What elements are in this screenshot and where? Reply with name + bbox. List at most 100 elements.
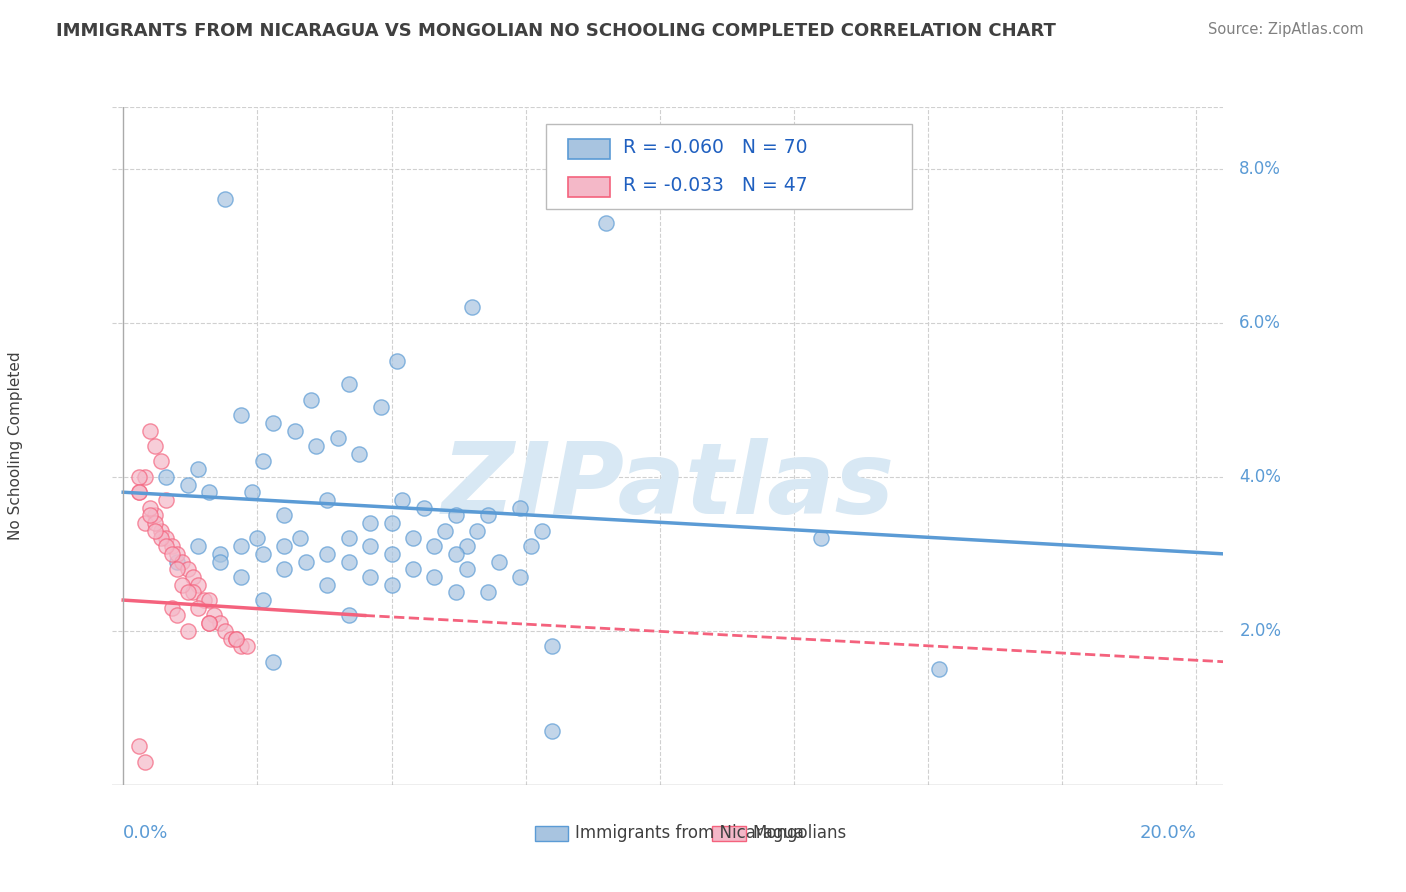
Point [509,570,531,584]
Point [198,616,221,631]
Point [172,555,194,569]
Point [134,516,156,530]
Point [349,447,371,461]
FancyBboxPatch shape [546,124,912,209]
Point [198,593,221,607]
Point [252,593,274,607]
Point [294,555,316,569]
Point [160,547,183,561]
Point [139,500,162,515]
Point [810,532,832,546]
Point [149,532,172,546]
Point [208,547,231,561]
Point [290,532,312,546]
Text: Immigrants from Nicaragua: Immigrants from Nicaragua [575,824,804,842]
Point [166,562,188,576]
Point [193,593,215,607]
Point [172,577,194,591]
Point [139,424,162,438]
Point [380,547,402,561]
Point [166,608,188,623]
Point [477,508,499,523]
Point [181,585,204,599]
Point [235,640,257,654]
Point [160,539,183,553]
Point [155,532,177,546]
Point [541,640,564,654]
Point [204,608,226,623]
Text: R = -0.033   N = 47: R = -0.033 N = 47 [623,177,808,195]
Point [359,539,381,553]
Bar [534,826,568,840]
Point [359,570,381,584]
Text: 0.0%: 0.0% [124,824,169,842]
Point [145,439,167,453]
Point [231,570,253,584]
Bar [713,826,745,840]
Point [530,524,553,538]
Point [176,562,198,576]
Text: ZIPatlas: ZIPatlas [441,438,894,535]
Point [444,547,467,561]
Point [187,577,209,591]
Point [176,624,198,638]
Text: R = -0.060   N = 70: R = -0.060 N = 70 [623,138,808,157]
Point [262,655,284,669]
Point [402,532,425,546]
Point [509,500,531,515]
Point [198,485,221,500]
Point [246,532,269,546]
Point [326,431,349,445]
Point [231,408,253,422]
Point [231,539,253,553]
Point [520,539,543,553]
Point [231,640,253,654]
Point [488,555,510,569]
Point [252,547,274,561]
Point [467,524,489,538]
Point [214,624,236,638]
Point [187,539,209,553]
Point [595,216,617,230]
Text: 20.0%: 20.0% [1139,824,1197,842]
Text: 4.0%: 4.0% [1239,467,1281,486]
Point [155,539,177,553]
Point [176,477,198,491]
Point [187,462,209,476]
Point [145,524,167,538]
Point [284,424,307,438]
Point [444,585,467,599]
Point [198,616,221,631]
Point [134,755,156,769]
Bar [568,139,610,160]
Point [402,562,425,576]
Point [456,562,478,576]
Text: Source: ZipAtlas.com: Source: ZipAtlas.com [1208,22,1364,37]
Point [273,562,295,576]
Point [928,662,950,676]
Point [128,485,150,500]
Point [316,492,339,507]
Point [262,416,284,430]
Point [423,570,446,584]
Text: 8.0%: 8.0% [1239,160,1281,178]
Point [423,539,446,553]
Point [155,492,177,507]
Point [461,301,484,315]
Point [359,516,381,530]
Point [187,600,209,615]
Point [316,547,339,561]
Point [128,485,150,500]
Point [434,524,457,538]
Point [208,555,231,569]
Point [219,632,242,646]
Point [160,600,183,615]
Point [134,470,156,484]
Point [128,470,150,484]
Point [252,454,274,468]
Point [225,632,247,646]
Point [273,539,295,553]
Point [380,516,402,530]
Point [380,577,402,591]
Point [541,724,564,739]
